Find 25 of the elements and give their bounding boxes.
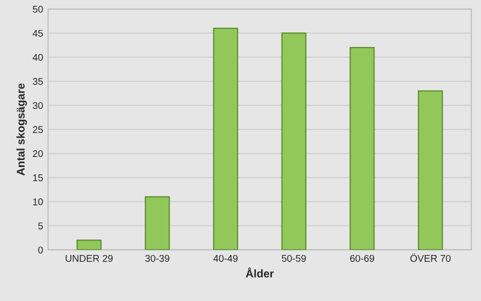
y-tick-label: 20: [32, 150, 43, 158]
y-axis-title: Antal skogsägare: [16, 83, 27, 176]
x-axis-title: Ålder: [246, 268, 274, 278]
bar: [144, 196, 170, 250]
y-tick-label: 10: [33, 198, 43, 206]
y-tick-label: 0: [38, 246, 43, 254]
x-tick-label: 60-69: [350, 254, 374, 262]
x-tick-label: ÖVER 70: [410, 254, 451, 262]
bar: [76, 240, 102, 250]
x-tick-label: UNDER 29: [66, 254, 113, 262]
y-tick-label: 45: [32, 30, 43, 37]
y-tick-label: 40: [32, 54, 43, 61]
y-tick-label: 15: [33, 174, 43, 182]
y-tick-label: 5: [38, 222, 43, 230]
x-tick-label: 50-59: [282, 254, 306, 262]
x-tick-label: 30-39: [145, 254, 170, 262]
y-tick-label: 35: [32, 78, 43, 85]
y-tick-label: 50: [32, 6, 43, 13]
bar: [350, 47, 375, 250]
bar: [213, 28, 238, 250]
y-tick-label: 30: [32, 102, 43, 109]
y-tick-label: 25: [32, 126, 43, 134]
bar: [281, 32, 306, 250]
x-tick-label: 40-49: [213, 254, 238, 262]
bar: [418, 90, 443, 250]
